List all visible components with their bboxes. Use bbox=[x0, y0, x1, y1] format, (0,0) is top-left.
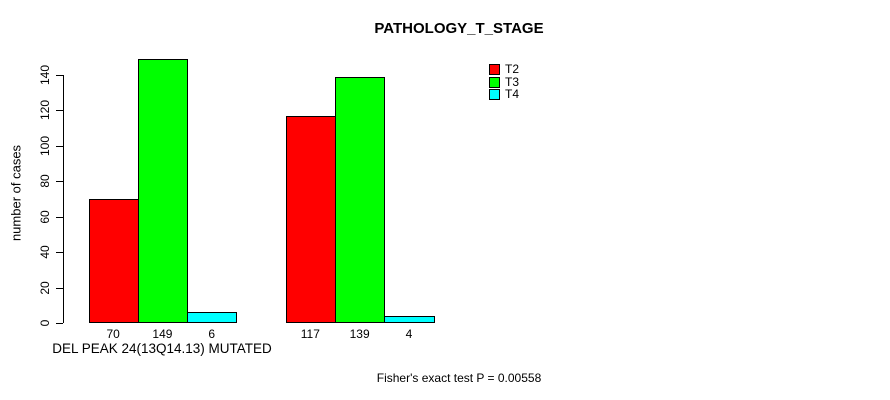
y-tick bbox=[56, 216, 63, 218]
legend: T2 T3 T4 bbox=[489, 62, 520, 102]
legend-swatch-icon bbox=[489, 89, 500, 100]
bar-value-label: 117 bbox=[300, 327, 320, 341]
bar-value-label: 70 bbox=[106, 327, 120, 341]
legend-item-T2: T2 bbox=[489, 62, 520, 76]
bar-T4-group2 bbox=[384, 315, 435, 323]
y-tick bbox=[56, 74, 63, 76]
bar-T4-group1 bbox=[187, 312, 238, 323]
y-tick-label: 60 bbox=[38, 209, 52, 224]
y-axis-title: number of cases bbox=[8, 144, 24, 242]
y-tick-label: 0 bbox=[38, 319, 52, 327]
y-tick bbox=[56, 287, 63, 289]
y-tick bbox=[56, 252, 63, 254]
x-group-label: DEL PEAK 24(13Q14.13) MUTATED bbox=[52, 341, 272, 356]
y-tick bbox=[56, 181, 63, 183]
legend-label: T2 bbox=[505, 62, 520, 76]
y-tick-label: 20 bbox=[38, 280, 52, 295]
y-tick bbox=[56, 110, 63, 112]
legend-swatch-icon bbox=[489, 64, 500, 75]
y-tick bbox=[56, 323, 63, 324]
y-tick-label: 120 bbox=[38, 100, 52, 121]
bar-value-label: 4 bbox=[405, 327, 413, 341]
bar-T3-group2 bbox=[335, 76, 386, 323]
y-tick-label: 100 bbox=[38, 135, 52, 156]
y-tick-label: 40 bbox=[38, 245, 52, 259]
chart-title: PATHOLOGY_T_STAGE bbox=[374, 20, 544, 37]
bar-value-label: 139 bbox=[349, 327, 370, 341]
bar-value-label: 6 bbox=[208, 327, 216, 341]
y-tick-label: 140 bbox=[38, 64, 52, 85]
bar-T3-group1 bbox=[137, 58, 189, 323]
legend-swatch-icon bbox=[489, 76, 500, 88]
fisher-test-annotation: Fisher's exact test P = 0.00558 bbox=[376, 371, 542, 385]
y-tick bbox=[56, 145, 63, 147]
y-tick-label: 80 bbox=[38, 174, 52, 188]
bar-T2-group1 bbox=[88, 198, 139, 323]
legend-label: T3 bbox=[505, 74, 520, 89]
bar-value-label: 149 bbox=[152, 327, 173, 341]
y-axis-line bbox=[63, 74, 64, 323]
legend-item-T4: T4 bbox=[489, 87, 520, 101]
bar-T2-group2 bbox=[285, 115, 336, 323]
legend-item-T3: T3 bbox=[489, 74, 520, 89]
legend-label: T4 bbox=[505, 87, 520, 101]
